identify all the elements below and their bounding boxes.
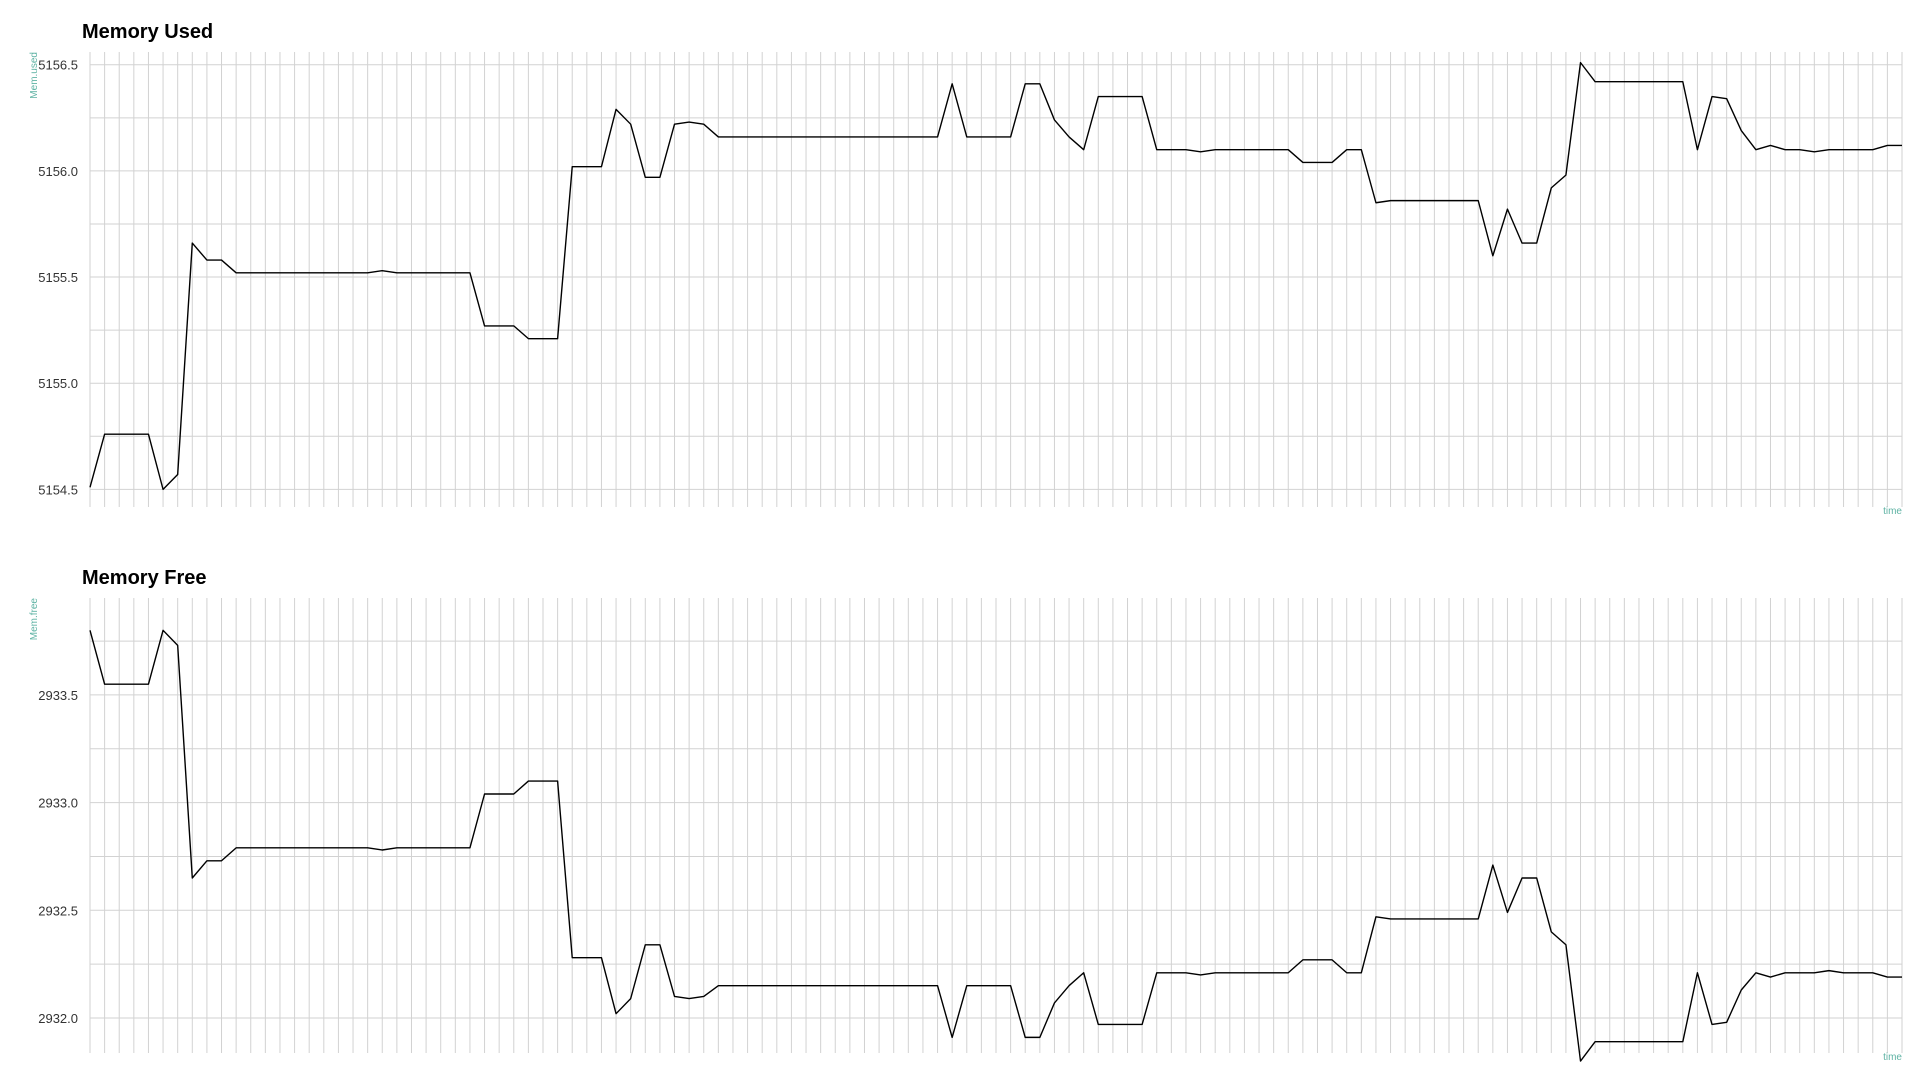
y-tick-label: 2932.5 (38, 903, 78, 918)
y-axis-label: Mem.free (29, 598, 40, 641)
y-tick-label: 5154.5 (38, 482, 78, 497)
horizontal-gridlines (90, 64, 1902, 490)
series-line (89, 61, 1902, 491)
y-tick-label: 5155.5 (38, 270, 78, 285)
y-tick-label: 5156.5 (38, 58, 78, 73)
y-tick-label: 2932.0 (38, 1011, 78, 1026)
chart-title: Memory Free (82, 567, 207, 589)
y-tick-label: 5156.0 (38, 164, 78, 179)
series-line (89, 629, 1902, 1062)
y-tick-label: 2933.5 (38, 688, 78, 703)
vertical-gridlines (89, 52, 1903, 507)
x-axis-label: time (1883, 1052, 1902, 1063)
vertical-gridlines (89, 598, 1903, 1053)
chart-1: 5154.5 5155.0 5155.5 5156.0 5156.5 Memory Use… (29, 21, 1903, 517)
y-axis-label: Mem.used (29, 52, 40, 99)
x-axis-label: time (1883, 506, 1902, 517)
chart-title: Memory Used (82, 21, 213, 43)
horizontal-gridlines (90, 640, 1902, 1019)
chart-2: 2932.0 2932.5 2933.0 2933.5 Memory Free Mem.f… (29, 567, 1903, 1063)
y-tick-label: 5155.0 (38, 376, 78, 391)
y-tick-label: 2933.0 (38, 796, 78, 811)
